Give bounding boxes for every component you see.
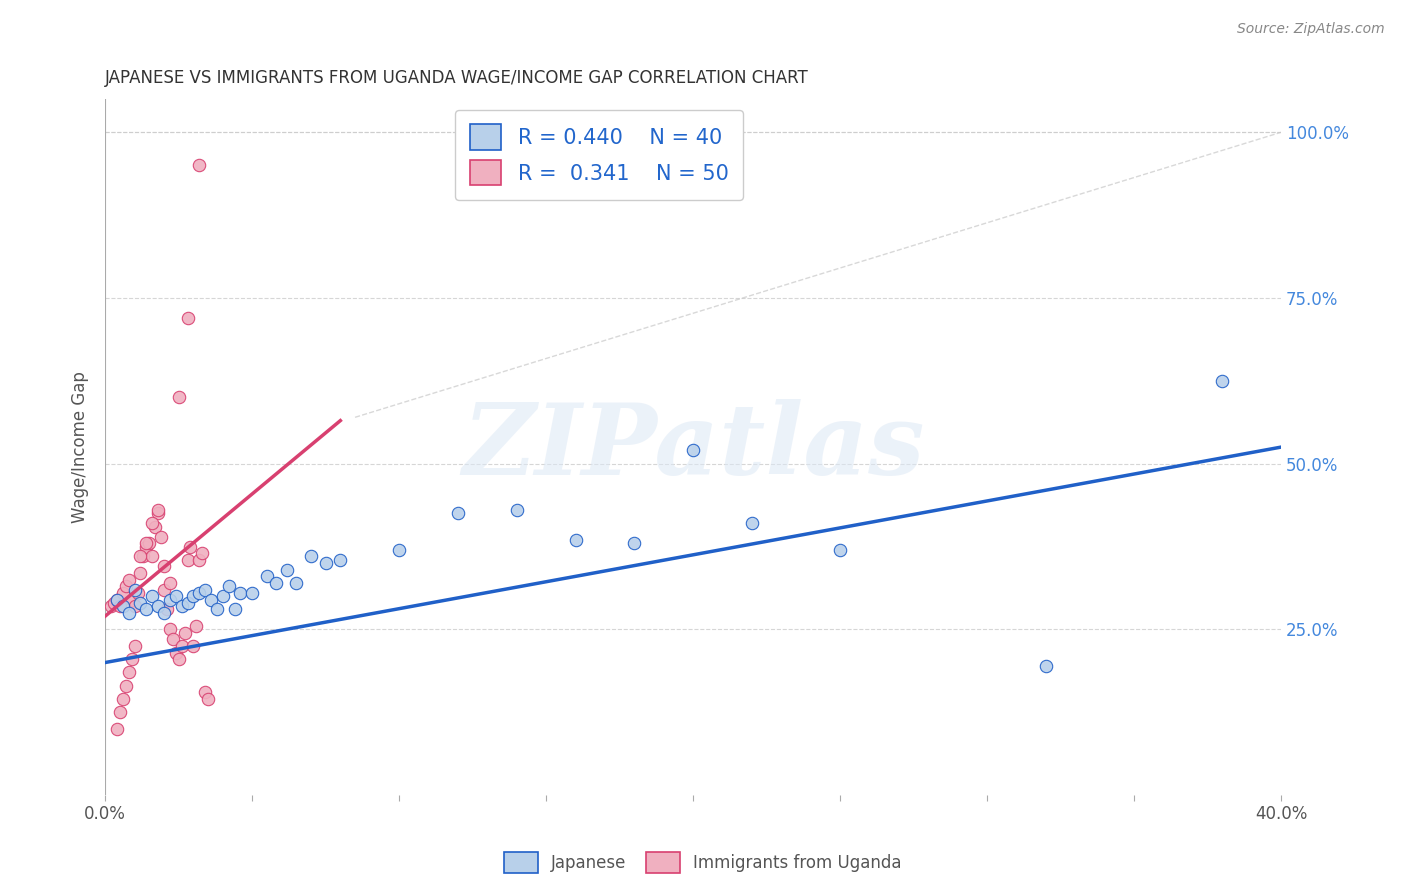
- Point: [285, 576, 308, 591]
- Point: [183, 589, 205, 603]
- Point: [447, 507, 470, 521]
- Point: [124, 582, 146, 597]
- Point: [176, 596, 198, 610]
- Point: [108, 599, 131, 614]
- Point: [141, 589, 163, 603]
- Point: [224, 602, 246, 616]
- Point: [165, 589, 187, 603]
- Point: [183, 639, 205, 653]
- Point: [114, 579, 136, 593]
- Point: [176, 310, 198, 325]
- Point: [1211, 374, 1233, 388]
- Point: [191, 546, 214, 560]
- Point: [186, 619, 208, 633]
- Point: [388, 542, 411, 557]
- Point: [828, 542, 851, 557]
- Point: [124, 639, 146, 653]
- Point: [141, 516, 163, 531]
- Point: [114, 679, 136, 693]
- Point: [118, 606, 141, 620]
- Point: [256, 569, 278, 583]
- Point: [146, 503, 169, 517]
- Point: [167, 391, 190, 405]
- Point: [165, 646, 187, 660]
- Point: [105, 592, 128, 607]
- Point: [211, 589, 233, 603]
- Point: [108, 705, 131, 719]
- Point: [111, 692, 134, 706]
- Point: [105, 592, 128, 607]
- Point: [156, 602, 179, 616]
- Point: [682, 443, 704, 458]
- Point: [170, 599, 193, 614]
- Point: [179, 540, 201, 554]
- Point: [329, 553, 352, 567]
- Point: [111, 599, 134, 614]
- Point: [105, 722, 128, 736]
- Point: [159, 576, 181, 591]
- Point: [135, 540, 157, 554]
- Point: [143, 519, 166, 533]
- Point: [264, 576, 287, 591]
- Point: [118, 665, 141, 680]
- Point: [121, 652, 143, 666]
- Point: [188, 553, 211, 567]
- Point: [229, 586, 252, 600]
- Point: [188, 586, 211, 600]
- Legend: R = 0.440    N = 40, R =  0.341    N = 50: R = 0.440 N = 40, R = 0.341 N = 50: [456, 110, 742, 200]
- Text: ZIPatlas: ZIPatlas: [463, 399, 924, 495]
- Point: [135, 536, 157, 550]
- Point: [170, 639, 193, 653]
- Point: [176, 553, 198, 567]
- Point: [103, 596, 125, 610]
- Point: [200, 592, 222, 607]
- Point: [276, 563, 298, 577]
- Point: [167, 652, 190, 666]
- Point: [506, 503, 529, 517]
- Point: [159, 623, 181, 637]
- Point: [153, 559, 176, 574]
- Point: [127, 586, 149, 600]
- Point: [218, 579, 240, 593]
- Point: [150, 530, 173, 544]
- Legend: Japanese, Immigrants from Uganda: Japanese, Immigrants from Uganda: [498, 846, 908, 880]
- Point: [623, 536, 645, 550]
- Point: [153, 606, 176, 620]
- Text: Source: ZipAtlas.com: Source: ZipAtlas.com: [1237, 22, 1385, 37]
- Point: [153, 582, 176, 597]
- Point: [118, 573, 141, 587]
- Point: [1035, 658, 1057, 673]
- Point: [124, 599, 146, 614]
- Point: [188, 158, 211, 172]
- Point: [741, 516, 763, 531]
- Point: [194, 582, 217, 597]
- Point: [129, 566, 152, 580]
- Point: [111, 586, 134, 600]
- Point: [100, 599, 122, 614]
- Point: [129, 596, 152, 610]
- Point: [129, 549, 152, 564]
- Text: JAPANESE VS IMMIGRANTS FROM UGANDA WAGE/INCOME GAP CORRELATION CHART: JAPANESE VS IMMIGRANTS FROM UGANDA WAGE/…: [105, 69, 808, 87]
- Point: [197, 692, 219, 706]
- Point: [315, 556, 337, 570]
- Point: [162, 632, 184, 647]
- Point: [138, 536, 160, 550]
- Point: [240, 586, 263, 600]
- Point: [194, 685, 217, 699]
- Point: [159, 592, 181, 607]
- Point: [205, 602, 228, 616]
- Point: [141, 549, 163, 564]
- Point: [299, 549, 322, 564]
- Point: [146, 507, 169, 521]
- Point: [564, 533, 586, 547]
- Point: [121, 592, 143, 607]
- Point: [132, 549, 155, 564]
- Y-axis label: Wage/Income Gap: Wage/Income Gap: [72, 371, 89, 523]
- Point: [173, 625, 195, 640]
- Point: [135, 602, 157, 616]
- Point: [146, 599, 169, 614]
